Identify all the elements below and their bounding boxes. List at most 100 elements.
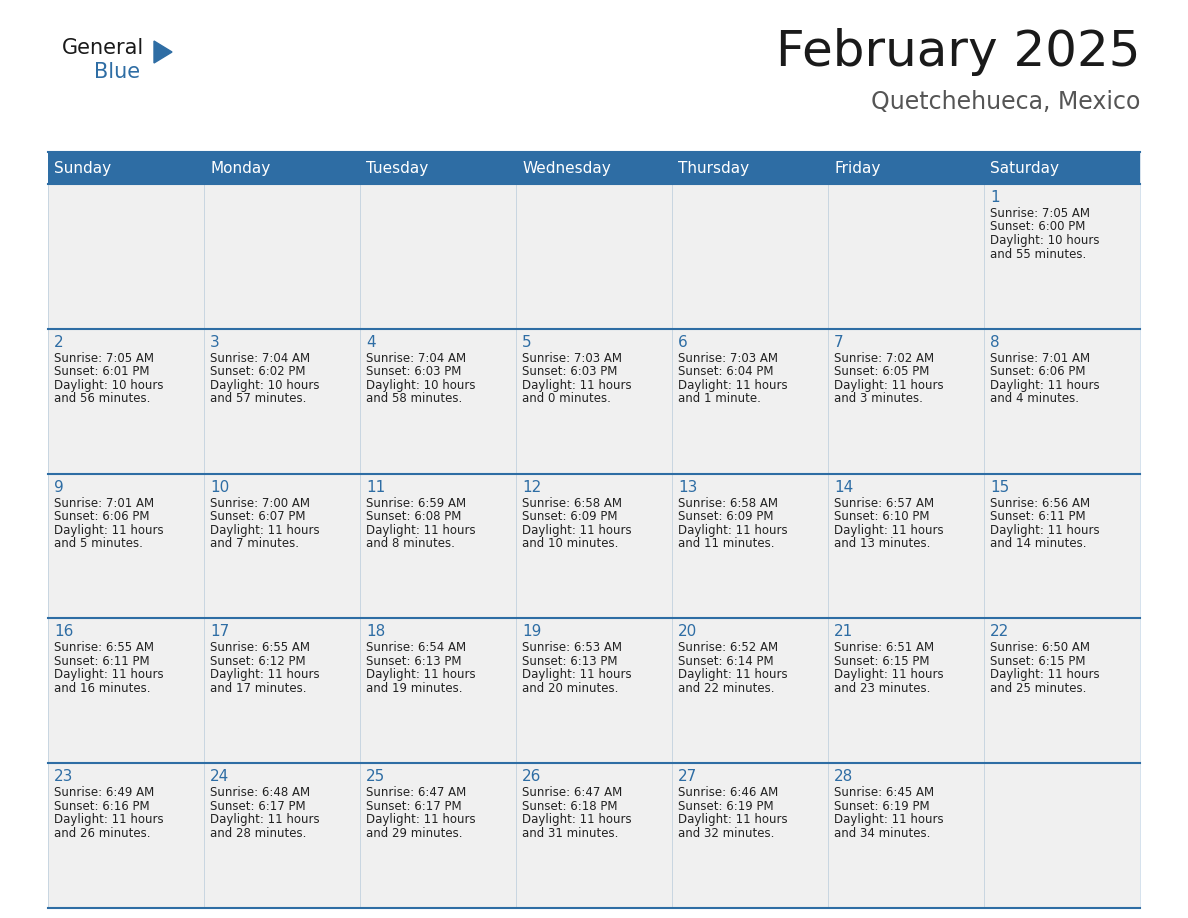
Bar — [48, 763, 204, 908]
Text: Sunrise: 6:56 AM: Sunrise: 6:56 AM — [991, 497, 1091, 509]
Text: 2: 2 — [55, 335, 64, 350]
Text: Sunrise: 7:03 AM: Sunrise: 7:03 AM — [523, 352, 623, 364]
Bar — [360, 184, 516, 329]
Text: 26: 26 — [523, 769, 542, 784]
Text: Daylight: 11 hours: Daylight: 11 hours — [366, 668, 476, 681]
Text: Sunset: 6:19 PM: Sunset: 6:19 PM — [834, 800, 930, 812]
Text: Daylight: 11 hours: Daylight: 11 hours — [678, 668, 788, 681]
Text: 15: 15 — [991, 479, 1010, 495]
Text: Sunset: 6:10 PM: Sunset: 6:10 PM — [834, 510, 930, 523]
Text: Sunset: 6:01 PM: Sunset: 6:01 PM — [55, 365, 150, 378]
Text: Daylight: 10 hours: Daylight: 10 hours — [55, 379, 164, 392]
Bar — [828, 184, 984, 329]
Text: Sunrise: 7:03 AM: Sunrise: 7:03 AM — [678, 352, 778, 364]
Text: 24: 24 — [210, 769, 229, 784]
Bar — [204, 329, 360, 474]
Text: Sunrise: 6:53 AM: Sunrise: 6:53 AM — [523, 642, 623, 655]
Text: Sunrise: 6:54 AM: Sunrise: 6:54 AM — [366, 642, 467, 655]
Text: Sunrise: 7:02 AM: Sunrise: 7:02 AM — [834, 352, 935, 364]
Text: Friday: Friday — [834, 161, 880, 175]
Text: Sunset: 6:09 PM: Sunset: 6:09 PM — [523, 510, 618, 523]
Text: Sunset: 6:11 PM: Sunset: 6:11 PM — [991, 510, 1086, 523]
Text: Sunrise: 6:59 AM: Sunrise: 6:59 AM — [366, 497, 467, 509]
Text: Daylight: 10 hours: Daylight: 10 hours — [366, 379, 475, 392]
Text: Sunset: 6:05 PM: Sunset: 6:05 PM — [834, 365, 930, 378]
Bar — [984, 184, 1140, 329]
Text: Sunrise: 6:58 AM: Sunrise: 6:58 AM — [678, 497, 778, 509]
Text: Sunset: 6:17 PM: Sunset: 6:17 PM — [210, 800, 305, 812]
Text: Sunset: 6:13 PM: Sunset: 6:13 PM — [523, 655, 618, 668]
Text: Sunset: 6:02 PM: Sunset: 6:02 PM — [210, 365, 305, 378]
Bar — [360, 763, 516, 908]
Text: Sunrise: 7:04 AM: Sunrise: 7:04 AM — [210, 352, 310, 364]
Text: Sunset: 6:19 PM: Sunset: 6:19 PM — [678, 800, 773, 812]
Text: Sunset: 6:00 PM: Sunset: 6:00 PM — [991, 220, 1086, 233]
Text: Sunset: 6:03 PM: Sunset: 6:03 PM — [366, 365, 462, 378]
Bar — [828, 763, 984, 908]
Text: Daylight: 11 hours: Daylight: 11 hours — [991, 668, 1100, 681]
Bar — [48, 152, 1140, 184]
Polygon shape — [154, 41, 172, 63]
Text: Daylight: 11 hours: Daylight: 11 hours — [523, 668, 632, 681]
Bar — [48, 184, 204, 329]
Text: Sunset: 6:08 PM: Sunset: 6:08 PM — [366, 510, 462, 523]
Text: and 7 minutes.: and 7 minutes. — [210, 537, 299, 550]
Text: Sunday: Sunday — [55, 161, 112, 175]
Text: 20: 20 — [678, 624, 697, 640]
Text: Sunset: 6:12 PM: Sunset: 6:12 PM — [210, 655, 305, 668]
Text: Daylight: 11 hours: Daylight: 11 hours — [678, 379, 788, 392]
Text: 25: 25 — [366, 769, 385, 784]
Text: Sunset: 6:06 PM: Sunset: 6:06 PM — [55, 510, 150, 523]
Text: Quetchehueca, Mexico: Quetchehueca, Mexico — [871, 90, 1140, 114]
Text: and 3 minutes.: and 3 minutes. — [834, 392, 923, 406]
Bar — [516, 329, 672, 474]
Bar — [984, 763, 1140, 908]
Text: 28: 28 — [834, 769, 853, 784]
Bar — [204, 184, 360, 329]
Text: Sunset: 6:15 PM: Sunset: 6:15 PM — [991, 655, 1086, 668]
Bar — [672, 763, 828, 908]
Text: 10: 10 — [210, 479, 229, 495]
Text: Daylight: 11 hours: Daylight: 11 hours — [834, 813, 943, 826]
Bar — [672, 329, 828, 474]
Text: 13: 13 — [678, 479, 697, 495]
Text: Daylight: 11 hours: Daylight: 11 hours — [366, 813, 476, 826]
Text: and 55 minutes.: and 55 minutes. — [991, 248, 1087, 261]
Text: and 56 minutes.: and 56 minutes. — [55, 392, 151, 406]
Text: 14: 14 — [834, 479, 853, 495]
Text: Sunset: 6:07 PM: Sunset: 6:07 PM — [210, 510, 305, 523]
Text: Sunrise: 7:00 AM: Sunrise: 7:00 AM — [210, 497, 310, 509]
Text: Sunrise: 7:04 AM: Sunrise: 7:04 AM — [366, 352, 467, 364]
Bar — [516, 763, 672, 908]
Bar — [48, 329, 204, 474]
Text: Sunrise: 6:52 AM: Sunrise: 6:52 AM — [678, 642, 778, 655]
Text: Sunset: 6:13 PM: Sunset: 6:13 PM — [366, 655, 462, 668]
Text: Sunrise: 6:50 AM: Sunrise: 6:50 AM — [991, 642, 1091, 655]
Text: 1: 1 — [991, 190, 1000, 205]
Text: 16: 16 — [55, 624, 74, 640]
Bar — [516, 619, 672, 763]
Text: 21: 21 — [834, 624, 853, 640]
Bar — [672, 184, 828, 329]
Text: 3: 3 — [210, 335, 220, 350]
Text: Sunset: 6:14 PM: Sunset: 6:14 PM — [678, 655, 773, 668]
Text: 19: 19 — [523, 624, 542, 640]
Text: 23: 23 — [55, 769, 74, 784]
Text: and 17 minutes.: and 17 minutes. — [210, 682, 307, 695]
Text: Sunset: 6:09 PM: Sunset: 6:09 PM — [678, 510, 773, 523]
Text: Sunrise: 6:47 AM: Sunrise: 6:47 AM — [523, 786, 623, 800]
Text: and 0 minutes.: and 0 minutes. — [523, 392, 611, 406]
Bar — [828, 329, 984, 474]
Bar — [204, 763, 360, 908]
Text: and 23 minutes.: and 23 minutes. — [834, 682, 930, 695]
Text: 27: 27 — [678, 769, 697, 784]
Text: and 29 minutes.: and 29 minutes. — [366, 827, 463, 840]
Text: and 19 minutes.: and 19 minutes. — [366, 682, 463, 695]
Text: Sunrise: 6:47 AM: Sunrise: 6:47 AM — [366, 786, 467, 800]
Bar — [360, 329, 516, 474]
Bar — [672, 474, 828, 619]
Bar — [672, 619, 828, 763]
Text: and 28 minutes.: and 28 minutes. — [210, 827, 307, 840]
Text: General: General — [62, 38, 144, 58]
Text: Sunrise: 6:55 AM: Sunrise: 6:55 AM — [55, 642, 154, 655]
